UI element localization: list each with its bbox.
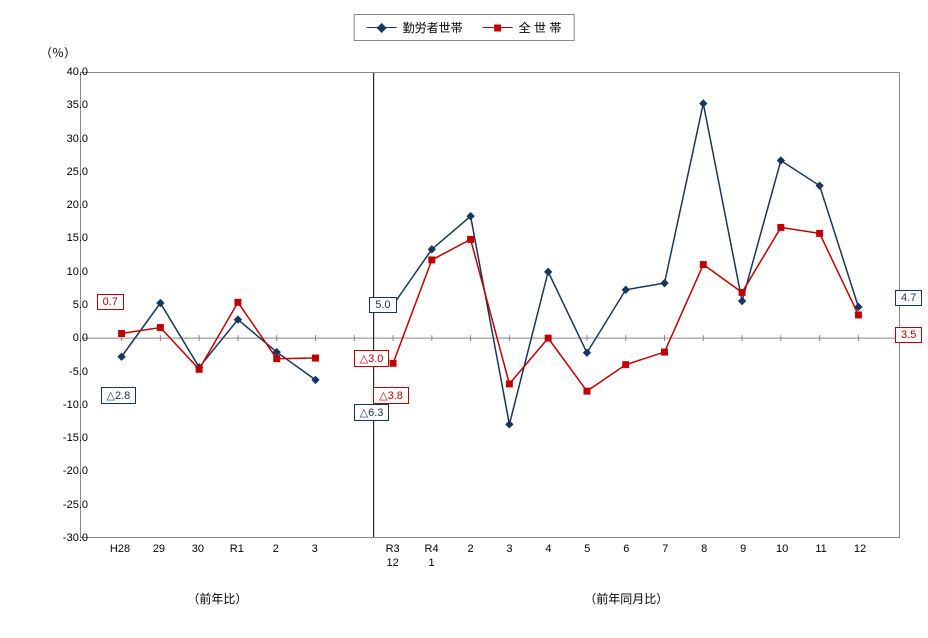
sub-x-label: （前年比） [187,590,247,607]
x-tick-label: R1 [230,542,244,556]
callout-label: △3.0 [354,350,390,367]
y-tick-label: 15.0 [48,232,88,244]
y-tick-label: 35.0 [48,99,88,111]
x-tick-label: 4 [545,542,551,556]
x-tick-label: 12 [854,542,866,556]
callout-label: 5.0 [369,297,396,313]
plot-area [80,72,900,538]
y-tick-label: -10.0 [48,399,88,411]
callout-label: 3.5 [895,327,922,343]
x-tick-label: 8 [701,542,707,556]
x-tick-label: R4 1 [425,542,439,571]
chart-container: 勤労者世帯 全 世 帯 （％） -30.0 -25.0 -20.0 -15.0 -10.0… [10,10,918,628]
callout-label: △3.8 [373,387,409,404]
x-tick-label: 5 [584,542,590,556]
x-tick-label: 3 [312,542,318,556]
y-tick-label: 25.0 [48,166,88,178]
x-tick-label: 2 [273,542,279,556]
x-tick-label: R3 12 [386,542,400,571]
callout-label: 0.7 [97,294,124,310]
x-tick-label: 11 [815,542,826,556]
y-tick-label: -15.0 [48,432,88,444]
callout-label: △2.8 [101,387,137,404]
x-tick-label: 10 [776,542,788,556]
x-tick-label: 9 [740,542,746,556]
sub-x-label: （前年同月比） [584,590,668,607]
x-tick-label: 6 [623,542,629,556]
x-tick-label: H28 [110,542,130,556]
x-tick-label: 29 [153,542,165,556]
legend: 勤労者世帯 全 世 帯 [354,14,575,41]
legend-label: 全 世 帯 [519,19,562,36]
chart-svg [81,73,899,537]
y-tick-label: 30.0 [48,133,88,145]
y-tick-label: -20.0 [48,465,88,477]
y-tick-label: -30.0 [48,532,88,544]
x-tick-label: 2 [467,542,473,556]
y-tick-label: -5.0 [48,366,88,378]
x-tick-label: 30 [192,542,204,556]
legend-item: 勤労者世帯 [367,19,463,36]
x-tick-label: 7 [662,542,668,556]
x-tick-label: 3 [506,542,512,556]
y-tick-label: 5.0 [48,299,88,311]
y-tick-label: 0.0 [48,332,88,344]
y-tick-label: 20.0 [48,199,88,211]
callout-label: 4.7 [895,290,922,306]
legend-label: 勤労者世帯 [403,19,463,36]
legend-item: 全 世 帯 [483,19,562,36]
callout-label: △6.3 [354,404,390,421]
y-tick-label: -25.0 [48,499,88,511]
y-axis-label: （％） [40,44,76,61]
y-tick-label: 10.0 [48,266,88,278]
y-tick-label: 40.0 [48,66,88,78]
